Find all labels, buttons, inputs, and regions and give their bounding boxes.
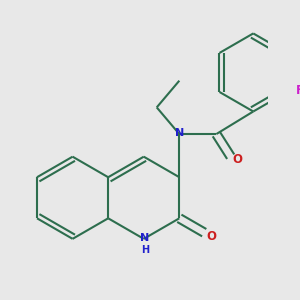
Text: N: N <box>175 128 184 137</box>
Text: O: O <box>206 230 216 243</box>
Text: O: O <box>233 153 243 166</box>
Text: N: N <box>140 233 149 243</box>
Text: H: H <box>141 245 149 255</box>
Text: F: F <box>296 84 300 98</box>
